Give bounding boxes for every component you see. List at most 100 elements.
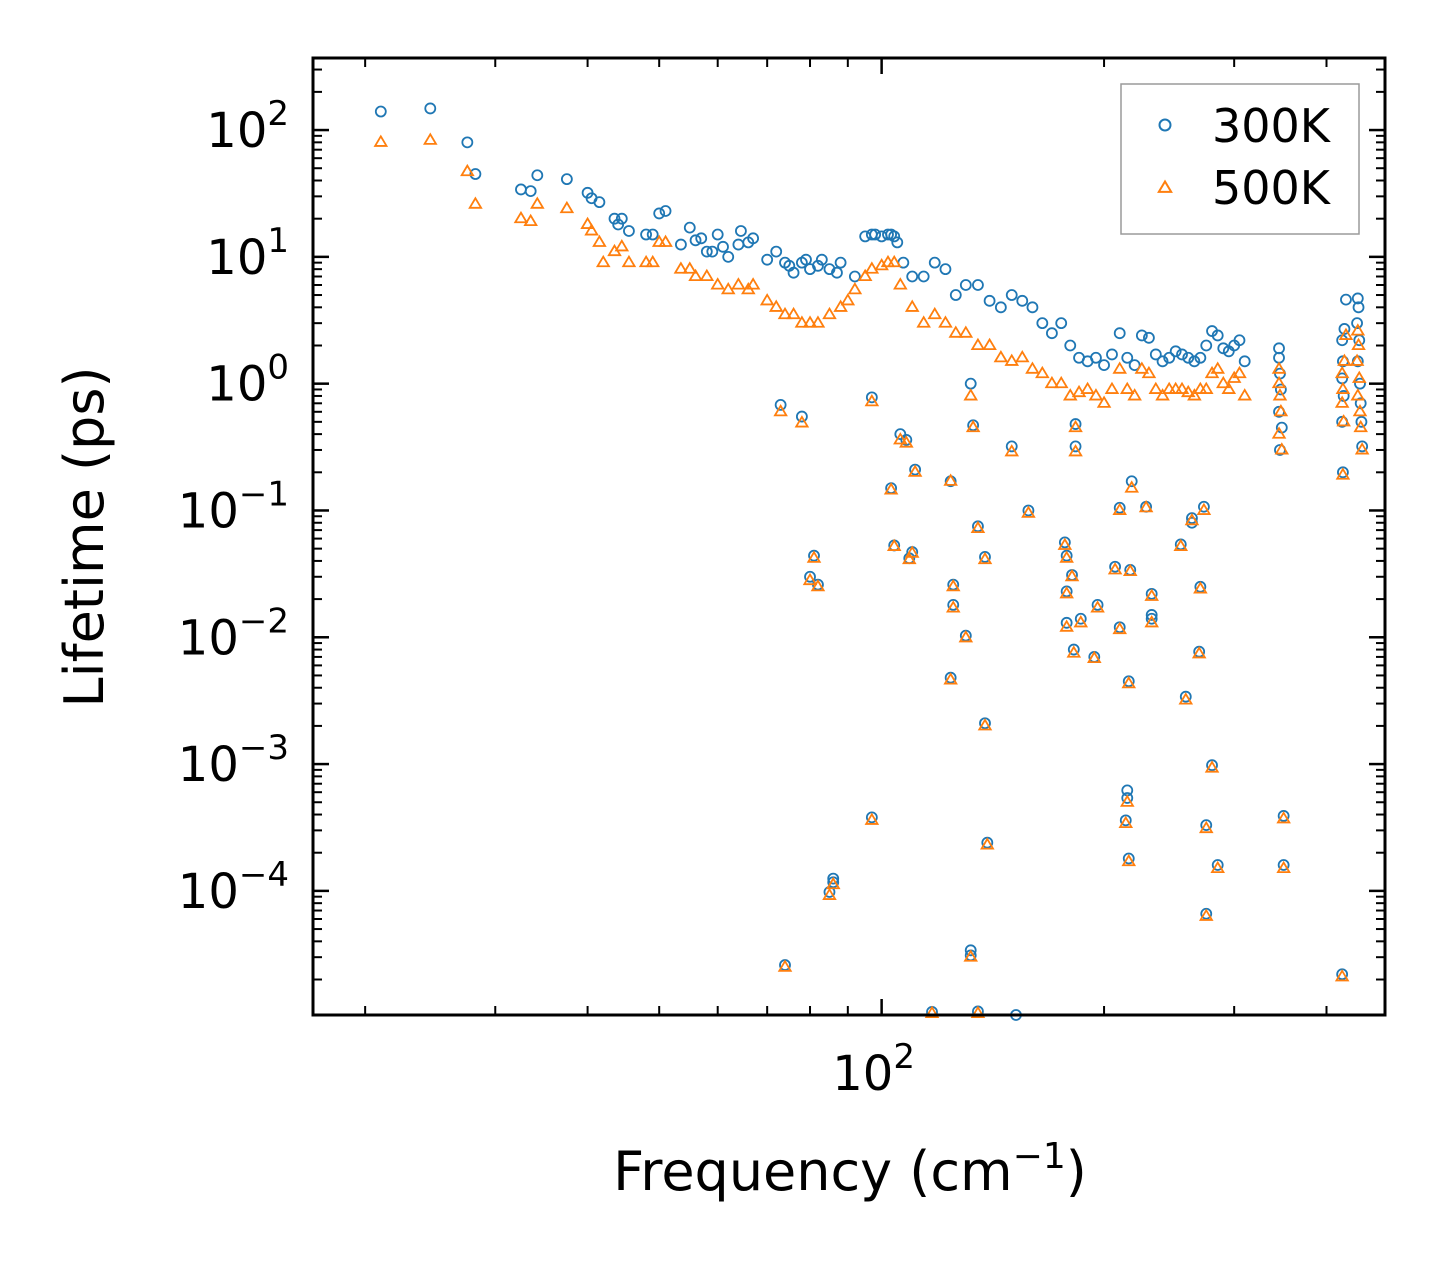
data-point-300k bbox=[1194, 351, 1207, 364]
data-point-500k bbox=[1004, 353, 1020, 366]
data-point-500k bbox=[963, 388, 979, 401]
data-point-300k bbox=[1098, 359, 1110, 372]
data-point-500k bbox=[1127, 388, 1142, 401]
data-point-300k bbox=[1128, 359, 1141, 372]
data-point-500k bbox=[1204, 760, 1220, 773]
data-point-300k bbox=[1277, 810, 1290, 822]
data-point-500k bbox=[745, 277, 761, 290]
data-point-300k bbox=[1064, 339, 1077, 352]
data-point-500k bbox=[1336, 414, 1351, 427]
data-point-500k bbox=[1014, 350, 1030, 363]
data-point-500k bbox=[530, 196, 545, 209]
data-point-500k bbox=[460, 163, 475, 177]
data-point-300k bbox=[711, 228, 724, 241]
data-point-300k bbox=[947, 599, 960, 611]
data-point-500k bbox=[1021, 505, 1036, 518]
data-point-300k bbox=[812, 259, 824, 272]
data-point-500k bbox=[699, 268, 715, 281]
data-point-500k bbox=[1141, 365, 1157, 379]
y-axis-label: Lifetime (ps) bbox=[53, 366, 116, 707]
data-point-300k bbox=[1182, 351, 1195, 364]
data-point-300k bbox=[1238, 355, 1251, 368]
data-point-300k bbox=[1069, 418, 1082, 430]
data-point-300k bbox=[1149, 348, 1162, 361]
data-point-500k bbox=[1062, 388, 1078, 401]
data-point-500k bbox=[1068, 444, 1083, 457]
data-point-300k bbox=[983, 294, 996, 307]
data-point-500k bbox=[1068, 419, 1083, 433]
data-point-500k bbox=[1352, 404, 1368, 417]
data-point-300k bbox=[653, 207, 666, 220]
data-point-300k bbox=[815, 253, 828, 266]
data-point-500k bbox=[899, 435, 914, 448]
data-point-500k bbox=[1112, 502, 1127, 515]
data-point-500k bbox=[840, 293, 856, 306]
data-point-500k bbox=[1334, 395, 1350, 408]
data-point-500k bbox=[945, 600, 961, 613]
data-point-500k bbox=[1122, 563, 1138, 577]
data-point-500k bbox=[1138, 500, 1154, 513]
data-point-500k bbox=[773, 404, 788, 417]
data-point-500k bbox=[1087, 650, 1102, 664]
data-point-500k bbox=[958, 325, 974, 338]
data-point-300k bbox=[1355, 415, 1368, 428]
data-point-300k bbox=[1206, 759, 1218, 772]
data-point-500k bbox=[1144, 588, 1159, 601]
data-point-500k bbox=[1073, 615, 1089, 628]
data-point-500k bbox=[422, 132, 438, 145]
data-point-500k bbox=[1004, 444, 1020, 457]
data-point-500k bbox=[1121, 853, 1137, 867]
data-point-500k bbox=[1119, 794, 1135, 807]
data-point-500k bbox=[658, 234, 673, 247]
data-point-300k bbox=[612, 218, 625, 231]
data-point-500k bbox=[945, 579, 961, 592]
data-point-500k bbox=[1350, 323, 1366, 336]
data-point-500k bbox=[810, 579, 826, 592]
y-tick-label: 10−1 bbox=[178, 474, 289, 539]
data-point-500k bbox=[970, 337, 986, 350]
data-point-300k bbox=[515, 183, 527, 196]
data-point-500k bbox=[1338, 327, 1354, 340]
data-point-300k bbox=[994, 301, 1007, 314]
data-point-500k bbox=[1057, 537, 1073, 550]
data-point-500k bbox=[886, 254, 902, 268]
data-point-300k bbox=[761, 253, 774, 266]
data-point-300k bbox=[747, 232, 760, 245]
data-point-300k bbox=[831, 266, 843, 279]
data-point-500k bbox=[1337, 353, 1352, 366]
data-point-500k bbox=[857, 268, 873, 281]
data-point-300k bbox=[1337, 466, 1349, 479]
data-point-300k bbox=[891, 236, 904, 249]
data-point-300k bbox=[1022, 504, 1035, 517]
data-point-300k bbox=[800, 253, 812, 266]
data-point-500k bbox=[1198, 820, 1214, 834]
data-point-300k bbox=[1351, 317, 1363, 330]
data-point-500k bbox=[1210, 361, 1225, 374]
data-point-500k bbox=[883, 482, 899, 495]
data-point-500k bbox=[1354, 442, 1370, 455]
data-point-300k bbox=[1016, 294, 1029, 307]
data-point-300k bbox=[735, 225, 747, 237]
data-point-300k bbox=[1273, 342, 1285, 355]
data-point-500k bbox=[1193, 581, 1208, 594]
data-point-500k bbox=[1216, 375, 1231, 389]
data-point-500k bbox=[1276, 811, 1291, 824]
data-point-500k bbox=[710, 277, 725, 290]
legend-label-300k: 300K bbox=[1212, 99, 1332, 153]
data-point-300k bbox=[1121, 351, 1134, 364]
data-point-500k bbox=[982, 337, 997, 350]
data-point-300k bbox=[906, 270, 919, 283]
x-axis-label: Frequency (cm−1) bbox=[613, 1136, 1087, 1203]
data-point-300k bbox=[834, 256, 847, 269]
data-point-500k bbox=[592, 234, 607, 247]
data-point-500k bbox=[768, 299, 784, 312]
data-point-500k bbox=[943, 473, 958, 486]
data-point-500k bbox=[965, 419, 981, 433]
data-point-300k bbox=[900, 434, 913, 446]
data-point-300k bbox=[1119, 814, 1132, 827]
data-point-500k bbox=[948, 325, 964, 338]
data-point-500k bbox=[1064, 569, 1080, 582]
data-point-300k bbox=[689, 234, 702, 247]
data-point-300k bbox=[1005, 289, 1018, 301]
data-point-500k bbox=[1035, 365, 1050, 379]
